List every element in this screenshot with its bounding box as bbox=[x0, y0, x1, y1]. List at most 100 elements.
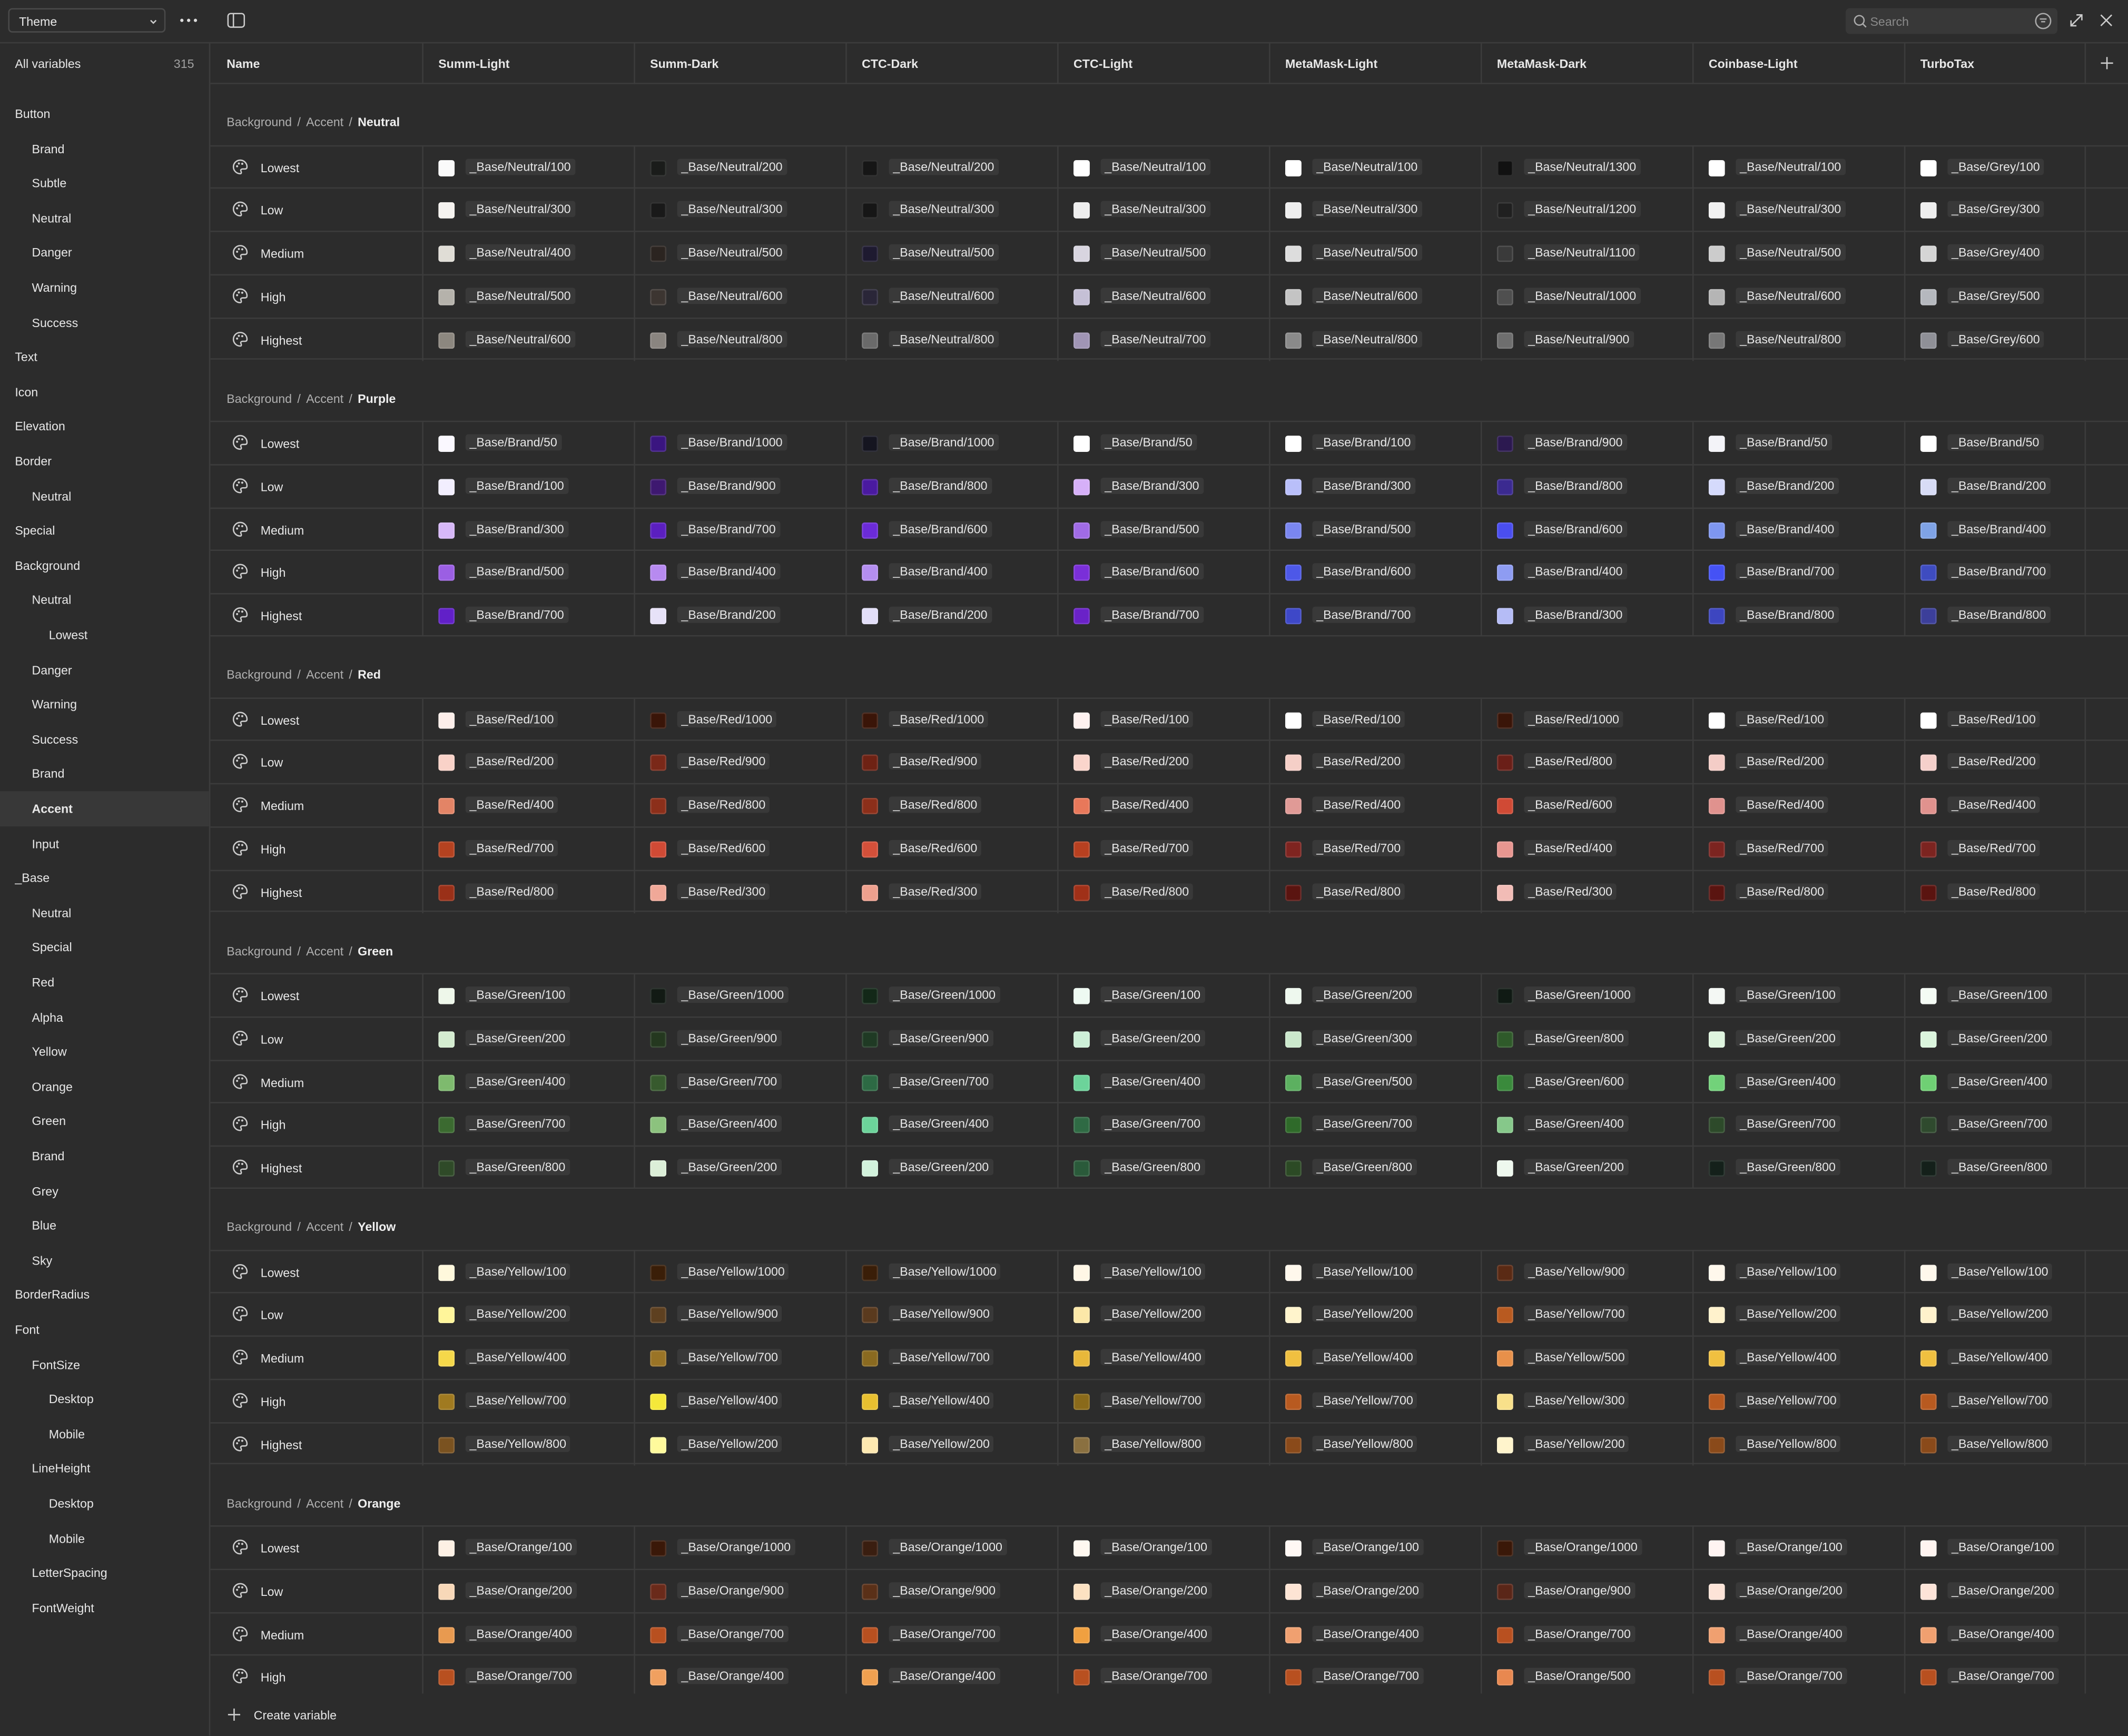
alias-chip[interactable]: _Base/Green/1000 bbox=[1524, 987, 1635, 1003]
color-swatch[interactable] bbox=[1496, 1031, 1513, 1048]
alias-chip[interactable]: _Base/Red/300 bbox=[1524, 883, 1617, 900]
alias-chip[interactable]: _Base/Brand/600 bbox=[889, 520, 992, 537]
alias-chip[interactable]: _Base/Brand/400 bbox=[1947, 520, 2051, 537]
alias-chip[interactable]: _Base/Orange/700 bbox=[465, 1668, 576, 1685]
color-swatch[interactable] bbox=[1708, 1160, 1725, 1177]
alias-chip[interactable]: _Base/Brand/200 bbox=[1736, 477, 1839, 494]
alias-chip[interactable]: _Base/Grey/300 bbox=[1947, 201, 2044, 218]
alias-chip[interactable]: _Base/Brand/400 bbox=[677, 564, 780, 580]
color-swatch[interactable] bbox=[1708, 1264, 1725, 1280]
alias-chip[interactable]: _Base/Red/700 bbox=[1736, 840, 1828, 856]
alias-chip[interactable]: _Base/Yellow/300 bbox=[1524, 1392, 1629, 1409]
color-swatch[interactable] bbox=[438, 988, 455, 1004]
tree-item[interactable]: Green bbox=[0, 1104, 209, 1139]
alias-chip[interactable]: _Base/Yellow/700 bbox=[889, 1349, 994, 1366]
alias-chip[interactable]: _Base/Orange/400 bbox=[1100, 1625, 1211, 1642]
color-swatch[interactable] bbox=[650, 159, 667, 176]
alias-chip[interactable]: _Base/Neutral/300 bbox=[1100, 201, 1210, 218]
alias-chip[interactable]: _Base/Yellow/900 bbox=[889, 1306, 994, 1323]
alias-chip[interactable]: _Base/Green/700 bbox=[1312, 1116, 1416, 1132]
color-swatch[interactable] bbox=[862, 332, 879, 349]
color-swatch[interactable] bbox=[438, 1670, 455, 1686]
color-swatch[interactable] bbox=[650, 332, 667, 349]
alias-chip[interactable]: _Base/Green/400 bbox=[465, 1072, 570, 1089]
alias-chip[interactable]: _Base/Yellow/800 bbox=[1100, 1435, 1206, 1452]
color-swatch[interactable] bbox=[862, 1117, 879, 1134]
color-swatch[interactable] bbox=[1708, 1626, 1725, 1643]
alias-chip[interactable]: _Base/Brand/400 bbox=[1524, 564, 1627, 580]
color-swatch[interactable] bbox=[1073, 1307, 1090, 1324]
more-button[interactable] bbox=[178, 12, 200, 28]
color-swatch[interactable] bbox=[862, 1350, 879, 1367]
alias-chip[interactable]: _Base/Neutral/500 bbox=[677, 244, 787, 261]
variable-row[interactable]: Lowest _Base/Orange/100 _Base/Orange/1000 _… bbox=[210, 1525, 2128, 1569]
alias-chip[interactable]: _Base/Neutral/1300 bbox=[1524, 158, 1640, 175]
color-swatch[interactable] bbox=[1708, 712, 1725, 728]
color-swatch[interactable] bbox=[862, 988, 879, 1004]
alias-chip[interactable]: _Base/Brand/800 bbox=[889, 477, 992, 494]
alias-chip[interactable]: _Base/Green/700 bbox=[677, 1072, 781, 1089]
tree-item[interactable]: Neutral bbox=[0, 895, 209, 930]
alias-chip[interactable]: _Base/Neutral/300 bbox=[465, 201, 575, 218]
alias-chip[interactable]: _Base/Neutral/600 bbox=[677, 287, 787, 304]
alias-chip[interactable]: _Base/Red/800 bbox=[889, 796, 981, 813]
variable-row[interactable]: Low _Base/Green/200 _Base/Green/900 _Base/G… bbox=[210, 1016, 2128, 1060]
color-swatch[interactable] bbox=[650, 1264, 667, 1280]
color-swatch[interactable] bbox=[438, 521, 455, 538]
alias-chip[interactable]: _Base/Green/1000 bbox=[889, 987, 1000, 1003]
tree-item[interactable]: Desktop bbox=[0, 1382, 209, 1416]
color-swatch[interactable] bbox=[1708, 289, 1725, 305]
alias-chip[interactable]: _Base/Neutral/200 bbox=[677, 158, 787, 175]
alias-chip[interactable]: _Base/Red/200 bbox=[1736, 753, 1828, 770]
color-swatch[interactable] bbox=[1285, 478, 1302, 495]
color-swatch[interactable] bbox=[1285, 755, 1302, 772]
alias-chip[interactable]: _Base/Brand/800 bbox=[1736, 607, 1839, 624]
color-swatch[interactable] bbox=[1285, 1626, 1302, 1643]
color-swatch[interactable] bbox=[862, 436, 879, 452]
variable-row[interactable]: Low _Base/Brand/100 _Base/Brand/900 _Base/B… bbox=[210, 463, 2128, 508]
color-swatch[interactable] bbox=[1073, 1583, 1090, 1600]
alias-chip[interactable]: _Base/Neutral/1100 bbox=[1524, 244, 1640, 261]
alias-chip[interactable]: _Base/Red/100 bbox=[1947, 710, 2040, 727]
color-swatch[interactable] bbox=[1496, 884, 1513, 901]
alias-chip[interactable]: _Base/Orange/500 bbox=[1524, 1668, 1635, 1685]
alias-chip[interactable]: _Base/Yellow/100 bbox=[1312, 1262, 1417, 1279]
alias-chip[interactable]: _Base/Brand/600 bbox=[1100, 564, 1204, 580]
alias-chip[interactable]: _Base/Yellow/800 bbox=[1947, 1435, 2053, 1452]
color-swatch[interactable] bbox=[1920, 1264, 1937, 1280]
color-swatch[interactable] bbox=[438, 1626, 455, 1643]
color-swatch[interactable] bbox=[438, 798, 455, 815]
alias-chip[interactable]: _Base/Yellow/400 bbox=[889, 1392, 994, 1409]
expand-button[interactable] bbox=[2068, 12, 2085, 28]
color-swatch[interactable] bbox=[1073, 1626, 1090, 1643]
alias-chip[interactable]: _Base/Neutral/400 bbox=[465, 244, 575, 261]
color-swatch[interactable] bbox=[438, 841, 455, 858]
alias-chip[interactable]: _Base/Green/700 bbox=[1736, 1116, 1840, 1132]
mode-dropdown[interactable]: Theme bbox=[8, 8, 166, 33]
alias-chip[interactable]: _Base/Orange/700 bbox=[1947, 1668, 2058, 1685]
color-swatch[interactable] bbox=[1073, 1393, 1090, 1410]
alias-chip[interactable]: _Base/Yellow/200 bbox=[889, 1435, 994, 1452]
alias-chip[interactable]: _Base/Green/600 bbox=[1524, 1072, 1628, 1089]
alias-chip[interactable]: _Base/Brand/900 bbox=[1524, 434, 1627, 451]
alias-chip[interactable]: _Base/Red/600 bbox=[677, 840, 770, 856]
color-swatch[interactable] bbox=[1073, 436, 1090, 452]
tree-item[interactable]: Danger bbox=[0, 235, 209, 270]
alias-chip[interactable]: _Base/Green/700 bbox=[1100, 1116, 1205, 1132]
color-swatch[interactable] bbox=[1496, 1670, 1513, 1686]
color-swatch[interactable] bbox=[1496, 332, 1513, 349]
tree-item[interactable]: Alpha bbox=[0, 1000, 209, 1034]
alias-chip[interactable]: _Base/Red/200 bbox=[1312, 753, 1405, 770]
alias-chip[interactable]: _Base/Orange/700 bbox=[889, 1625, 1000, 1642]
tree-item[interactable]: Special bbox=[0, 930, 209, 965]
color-swatch[interactable] bbox=[862, 1583, 879, 1600]
create-variable[interactable]: Create variable bbox=[253, 1708, 337, 1722]
alias-chip[interactable]: _Base/Neutral/500 bbox=[465, 287, 575, 304]
color-swatch[interactable] bbox=[1708, 521, 1725, 538]
alias-chip[interactable]: _Base/Green/400 bbox=[1736, 1072, 1840, 1089]
alias-chip[interactable]: _Base/Brand/800 bbox=[1524, 477, 1627, 494]
alias-chip[interactable]: _Base/Green/900 bbox=[677, 1030, 781, 1046]
variable-row[interactable]: Highest _Base/Neutral/600 _Base/Neutral/80… bbox=[210, 317, 2128, 361]
variable-row[interactable]: Low _Base/Yellow/200 _Base/Yellow/900 _Base… bbox=[210, 1292, 2128, 1336]
color-swatch[interactable] bbox=[1496, 988, 1513, 1004]
